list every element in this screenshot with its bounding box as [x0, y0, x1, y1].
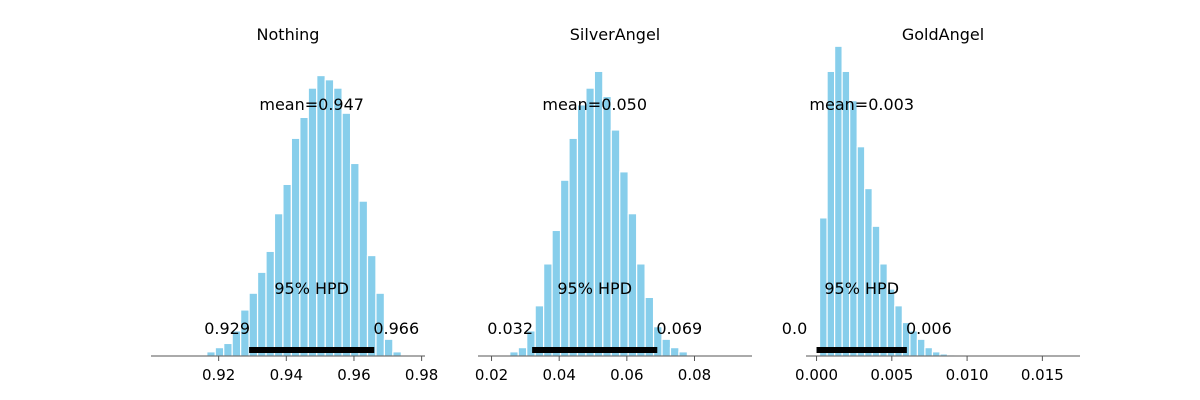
histogram-bar [636, 263, 646, 357]
histogram-bar [602, 95, 612, 357]
histogram-bar [841, 70, 851, 357]
histogram-bar [924, 347, 934, 357]
histogram-bar [517, 347, 528, 357]
histogram-bar [392, 351, 402, 357]
histogram-bar [543, 263, 553, 357]
mean-label: mean=0.947 [259, 95, 364, 114]
histogram-bar [864, 187, 873, 357]
x-tick-label: 0.005 [870, 366, 913, 384]
histogram-bar [383, 338, 394, 357]
histogram-bar [849, 100, 858, 357]
histogram-bar [282, 183, 292, 357]
x-tick-label: 0.06 [610, 366, 643, 384]
histogram-bar [568, 137, 579, 357]
histogram-bar [576, 104, 587, 357]
histogram-bar [879, 263, 888, 357]
hpd-label: 95% HPD [824, 279, 899, 298]
histogram-bar [341, 112, 352, 357]
histogram-bar [585, 87, 595, 357]
x-tick-label: 0.000 [795, 366, 838, 384]
histogram-bar [349, 162, 360, 357]
x-tick-label: 0.010 [946, 366, 989, 384]
histogram-bar [559, 179, 570, 357]
histogram-bar [316, 74, 326, 357]
x-tick-label: 0.94 [270, 366, 303, 384]
hpd-low-label: 0.032 [487, 319, 533, 338]
x-tick-label: 0.015 [1021, 366, 1064, 384]
histogram-bar [256, 271, 267, 357]
histogram-bar [610, 129, 621, 357]
mean-label: mean=0.003 [809, 95, 914, 114]
histogram-bar [265, 250, 276, 357]
histogram-bar [290, 137, 301, 357]
histogram-bar [366, 254, 377, 357]
hpd-high-label: 0.966 [373, 319, 419, 338]
histogram-bars [509, 70, 688, 357]
hpd-label: 95% HPD [274, 279, 349, 298]
x-tick-label: 0.02 [475, 366, 508, 384]
histogram-bar [669, 347, 680, 357]
histogram-bar [916, 338, 926, 357]
histogram-bar [886, 288, 896, 357]
histogram-bar [333, 87, 343, 357]
histogram-bar [214, 347, 225, 357]
histogram-bars [818, 45, 964, 357]
hpd-high-label: 0.006 [906, 319, 952, 338]
histogram-bar [826, 70, 836, 357]
histogram-bar [931, 351, 941, 357]
histogram-bar [248, 292, 259, 357]
histogram-bars [206, 74, 402, 357]
panel-title: GoldAngel [902, 25, 984, 44]
panel-title: SilverAngel [570, 25, 660, 44]
hpd-low-label: 0.0 [782, 319, 807, 338]
histogram-bar [299, 116, 309, 357]
x-tick-label: 0.08 [678, 366, 711, 384]
panel-silverangel: SilverAngel mean=0.050 95% HPD 0.032 0.0… [475, 25, 752, 384]
panel-goldangel: GoldAngel mean=0.003 95% HPD 0.0 0.006 0… [782, 25, 1080, 384]
hpd-low-label: 0.929 [204, 319, 250, 338]
x-tick-label: 0.96 [337, 366, 370, 384]
histogram-bar [358, 200, 369, 357]
panel-nothing: Nothing mean=0.947 95% HPD 0.929 0.966 0… [151, 25, 438, 384]
histogram-bar [678, 351, 688, 357]
x-tick-label: 0.98 [405, 366, 438, 384]
histogram-bar [223, 342, 233, 357]
x-tick-label: 0.92 [202, 366, 235, 384]
histogram-bar [206, 351, 216, 357]
histogram-bar [593, 70, 604, 357]
histogram-bar [619, 171, 629, 357]
histogram-bar [324, 79, 335, 357]
x-tick-label: 0.04 [542, 366, 575, 384]
panel-title: Nothing [257, 25, 320, 44]
hpd-label: 95% HPD [557, 279, 632, 298]
mean-label: mean=0.050 [542, 95, 647, 114]
histogram-bar [509, 351, 519, 357]
histogram-bar [307, 87, 318, 357]
histogram-bar [856, 146, 866, 357]
histogram-bar [834, 45, 843, 357]
hpd-high-label: 0.069 [656, 319, 702, 338]
histogram-bar [661, 338, 672, 357]
